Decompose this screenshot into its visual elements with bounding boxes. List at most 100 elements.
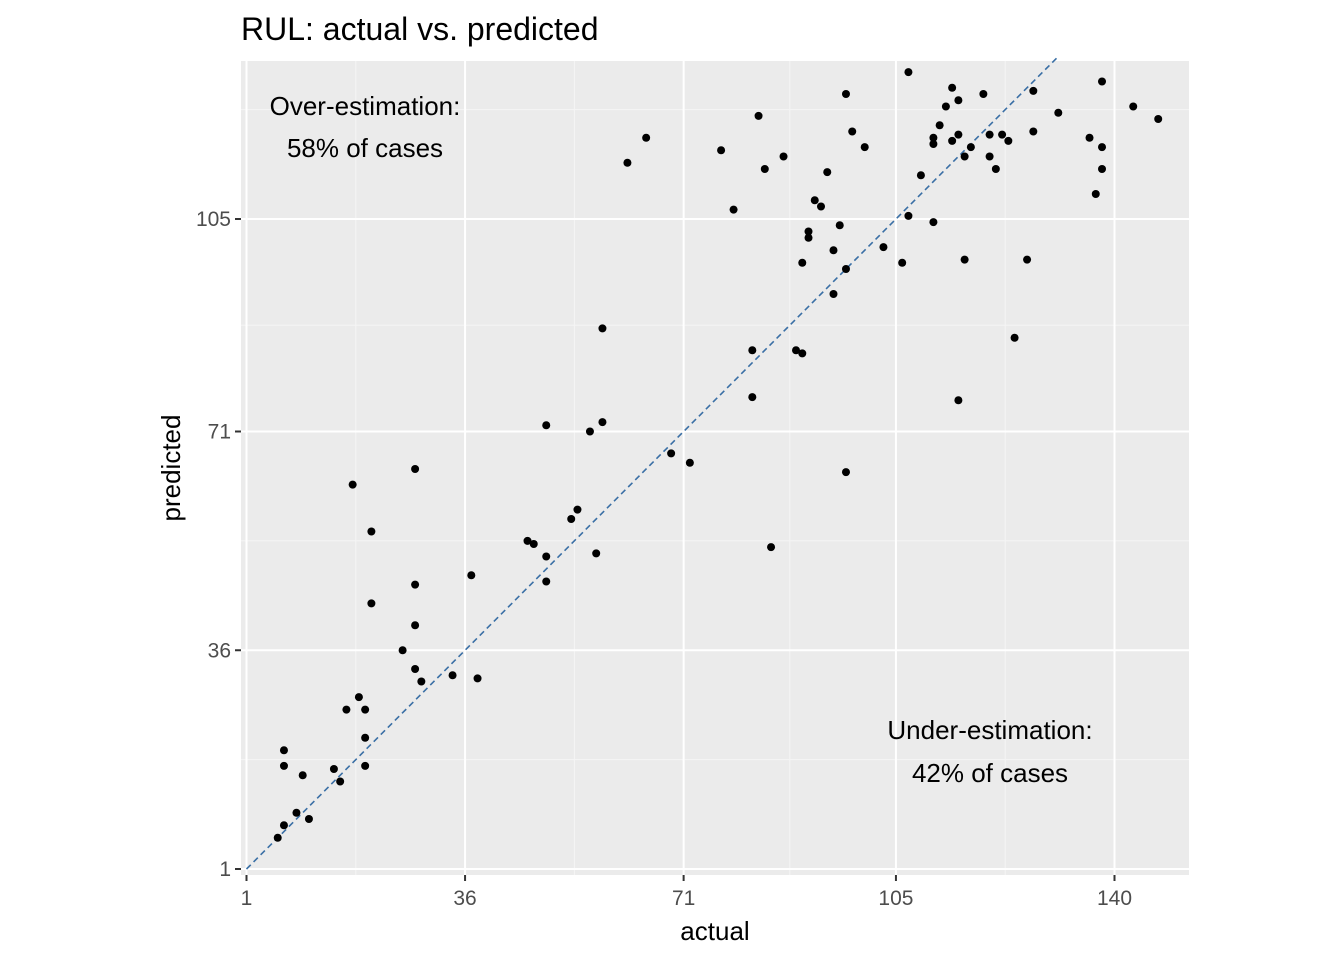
y-tick-label: 1 bbox=[219, 858, 231, 881]
y-tick-label: 105 bbox=[196, 208, 231, 231]
x-tick-label: 1 bbox=[241, 887, 253, 910]
data-point bbox=[279, 746, 288, 755]
data-point bbox=[1129, 102, 1138, 111]
data-point bbox=[929, 133, 938, 142]
data-point bbox=[1091, 190, 1100, 198]
data-point bbox=[966, 143, 975, 152]
data-point bbox=[979, 90, 988, 98]
data-point bbox=[748, 346, 757, 355]
data-point bbox=[523, 536, 532, 545]
data-point bbox=[598, 324, 607, 333]
data-point bbox=[573, 505, 582, 514]
annotation-over-line-1: Over-estimation: bbox=[270, 91, 461, 121]
grid-lines bbox=[241, 61, 1189, 875]
data-point bbox=[904, 211, 913, 220]
data-point bbox=[417, 677, 426, 686]
plot-panel bbox=[241, 61, 1189, 875]
data-point bbox=[817, 202, 826, 211]
data-point bbox=[467, 571, 476, 580]
data-point bbox=[398, 646, 407, 655]
data-point bbox=[848, 127, 857, 136]
data-point bbox=[954, 96, 963, 105]
data-point bbox=[592, 549, 601, 558]
data-point bbox=[954, 130, 963, 139]
data-point bbox=[754, 111, 763, 120]
data-point bbox=[829, 290, 838, 298]
data-point bbox=[529, 540, 538, 548]
data-point bbox=[1010, 333, 1019, 342]
data-point bbox=[985, 152, 994, 161]
data-point bbox=[361, 761, 370, 770]
data-points bbox=[273, 68, 1163, 842]
x-axis-title: actual bbox=[680, 916, 749, 946]
data-point bbox=[841, 265, 850, 273]
reference-line bbox=[245, 55, 1059, 870]
data-point bbox=[585, 427, 594, 436]
data-point bbox=[685, 458, 694, 467]
y-axis-title: predicted bbox=[156, 415, 186, 522]
data-point bbox=[667, 449, 676, 458]
data-point bbox=[985, 130, 994, 139]
data-point bbox=[411, 465, 420, 473]
data-point bbox=[792, 346, 801, 355]
data-point bbox=[760, 165, 769, 173]
data-point bbox=[336, 777, 345, 786]
data-point bbox=[1098, 165, 1107, 173]
data-point bbox=[273, 833, 282, 842]
annotation-under-line-2: 42% of cases bbox=[912, 758, 1068, 788]
data-point bbox=[411, 665, 420, 673]
data-point bbox=[916, 171, 925, 180]
data-point bbox=[1029, 127, 1038, 136]
data-point bbox=[991, 165, 1000, 173]
data-point bbox=[1098, 77, 1107, 86]
data-point bbox=[361, 705, 370, 714]
data-point bbox=[860, 143, 869, 152]
data-point bbox=[948, 83, 957, 92]
data-point bbox=[473, 674, 482, 683]
data-point bbox=[954, 396, 963, 405]
data-point bbox=[841, 90, 850, 98]
data-point bbox=[804, 227, 813, 236]
data-point bbox=[935, 121, 944, 130]
annotation-over-line-2: 58% of cases bbox=[287, 133, 443, 163]
data-point bbox=[717, 146, 726, 155]
data-point bbox=[835, 221, 844, 230]
y-tick-label: 71 bbox=[208, 421, 231, 444]
data-point bbox=[292, 808, 301, 817]
data-point bbox=[729, 205, 738, 214]
x-tick-label: 36 bbox=[453, 887, 476, 910]
data-point bbox=[542, 552, 551, 561]
data-point bbox=[354, 693, 363, 702]
data-point bbox=[879, 243, 888, 252]
data-point bbox=[829, 246, 838, 255]
data-point bbox=[1054, 108, 1063, 117]
data-point bbox=[642, 133, 651, 142]
data-point bbox=[623, 158, 632, 167]
data-point bbox=[1029, 86, 1038, 95]
data-point bbox=[798, 258, 807, 267]
data-point bbox=[1004, 136, 1013, 145]
data-point bbox=[1098, 143, 1107, 152]
data-point bbox=[1154, 115, 1163, 123]
x-tick-label: 140 bbox=[1097, 887, 1132, 910]
data-point bbox=[748, 393, 757, 402]
data-point bbox=[767, 543, 776, 552]
data-point bbox=[941, 102, 950, 111]
data-point bbox=[948, 136, 957, 145]
annotation-under-line-1: Under-estimation: bbox=[887, 715, 1092, 745]
data-point bbox=[823, 168, 832, 177]
data-point bbox=[804, 233, 813, 242]
data-point bbox=[411, 580, 420, 589]
axes: 1 36 71 105 140 1 36 71 105 bbox=[196, 208, 1132, 910]
data-point bbox=[348, 480, 357, 489]
x-tick-label: 105 bbox=[878, 887, 913, 910]
data-point bbox=[542, 577, 551, 586]
data-point bbox=[411, 621, 420, 630]
data-point bbox=[904, 68, 913, 77]
x-tick-label: 71 bbox=[672, 887, 695, 910]
data-point bbox=[279, 761, 288, 770]
data-point bbox=[898, 258, 907, 267]
data-point bbox=[598, 418, 607, 427]
data-point bbox=[367, 599, 376, 608]
